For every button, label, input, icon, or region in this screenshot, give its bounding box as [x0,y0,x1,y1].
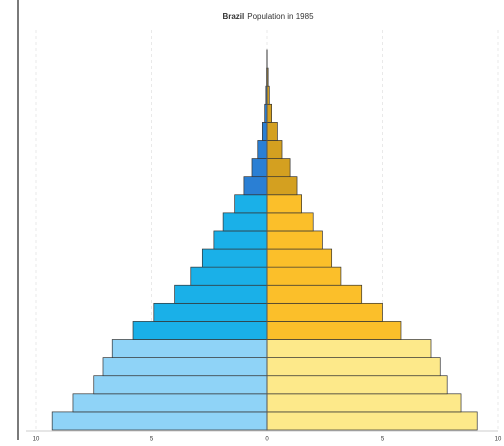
bar [201,248,268,268]
bar [190,266,268,286]
bar [266,375,448,395]
bar [266,321,402,340]
x-tick-label: 5 [381,437,385,443]
chart-title: Brazil Population in 1985 [222,12,314,21]
bar [243,176,268,196]
bar [266,230,323,250]
bar [266,339,432,358]
title-text: Population in 1985 [247,12,314,21]
bar [132,321,268,340]
bar [266,302,383,322]
bar [266,411,478,431]
x-tick-label: 10 [495,437,502,443]
bar [257,140,268,159]
bar [266,266,342,286]
bar [93,375,268,395]
x-tick-label: 10 [33,437,40,443]
bar [266,212,314,232]
bar [266,158,291,178]
bar [266,103,272,123]
bar [174,284,268,304]
bar [266,140,283,159]
bar [262,122,268,141]
bar [111,339,268,358]
bar [266,176,298,196]
bar [222,212,268,232]
x-tick-label: 5 [150,437,154,443]
title-country: Brazil [222,12,244,21]
bar [266,248,333,268]
x-tick-label: 0 [265,437,269,443]
bar [213,230,268,250]
bar [251,158,268,178]
bar [72,393,268,413]
bar [266,393,462,413]
bar [266,357,441,377]
bar [266,284,363,304]
bar [102,357,268,377]
bar [153,302,268,322]
bar [234,194,268,214]
bar [266,194,303,214]
bar [51,411,268,431]
bar [266,122,278,141]
